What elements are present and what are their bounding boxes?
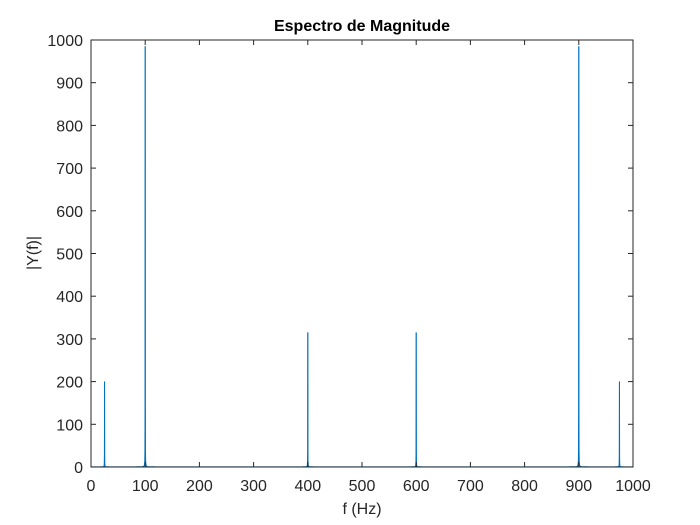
x-tick-label: 1000 <box>615 478 651 495</box>
x-tick-label: 700 <box>457 478 484 495</box>
chart-title: Espectro de Magnitude <box>274 18 450 35</box>
y-tick-label: 400 <box>56 289 83 306</box>
y-tick-label: 800 <box>56 118 83 135</box>
x-tick-label: 500 <box>349 478 376 495</box>
x-axis: 0 100 200 300 400 500 600 700 800 900 1000 <box>87 40 651 495</box>
y-tick-label: 900 <box>56 76 83 93</box>
x-tick-label: 100 <box>132 478 159 495</box>
y-tick-label: 200 <box>56 375 83 392</box>
x-tick-label: 900 <box>565 478 592 495</box>
y-tick-label: 0 <box>74 460 83 477</box>
y-tick-label: 700 <box>56 161 83 178</box>
y-tick-label: 100 <box>56 417 83 434</box>
y-tick-label: 300 <box>56 332 83 349</box>
axes-box <box>90 39 634 468</box>
x-tick-label: 800 <box>511 478 538 495</box>
y-axis: 0 100 200 300 400 500 600 700 800 900 1000 <box>47 33 633 477</box>
x-tick-label: 200 <box>186 478 213 495</box>
y-tick-label: 500 <box>56 247 83 264</box>
y-tick-label: 600 <box>56 204 83 221</box>
spectrum-line <box>91 46 633 468</box>
y-tick-label: 1000 <box>47 33 83 50</box>
x-tick-label: 0 <box>87 478 96 495</box>
x-axis-label: f (Hz) <box>342 501 381 518</box>
y-axis-label: |Y(f)| <box>25 236 42 270</box>
plot-area <box>104 46 620 467</box>
x-tick-label: 600 <box>403 478 430 495</box>
x-tick-label: 400 <box>294 478 321 495</box>
x-tick-label: 300 <box>240 478 267 495</box>
